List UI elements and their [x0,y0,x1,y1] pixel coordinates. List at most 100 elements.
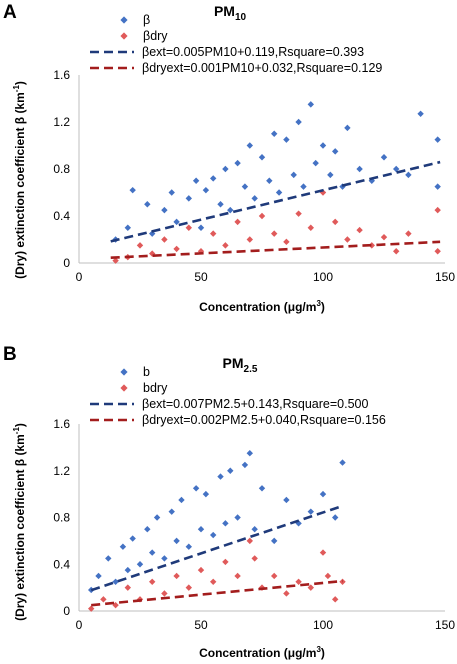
y-tick-label: 0.4 [53,557,70,571]
title-main: PM [223,355,244,371]
beta-point [185,543,192,550]
legend-label: bdry [143,381,168,395]
axes [78,424,445,612]
beta-point [105,555,112,562]
title-sub: 2.5 [244,364,258,375]
beta-dry-point [271,230,278,237]
legend-label: βext=0.005PM10+0.119,Rsquare=0.393 [142,45,364,59]
legend-marker [120,16,128,24]
ylabel-sup: -1 [12,427,21,435]
x-axis-title: Concentration (μg/m3) [199,645,325,660]
beta-point [241,461,249,469]
beta-dry-point [332,596,339,603]
beta-dry-point [149,578,156,585]
legend-label: b [143,365,150,379]
beta-point [210,531,217,539]
beta-point [290,171,297,179]
x-tick-label: 50 [194,618,208,632]
legend-marker [120,32,128,40]
beta-dry-point [405,230,412,237]
beta-point [271,537,278,545]
x-axis-title: Concentration (μg/m3) [199,299,325,314]
beta-point [300,183,307,190]
beta-point [234,514,241,521]
beta-point [319,142,327,149]
beta-dry-point [307,584,314,591]
plot-marks [88,450,346,612]
trendline [90,504,343,592]
beta-point [227,467,234,474]
beta-point [217,473,224,480]
beta-point [434,136,441,143]
beta-point [241,183,249,190]
beta-point [283,496,290,504]
legend-label: βdry [143,29,168,43]
panel-letter: A [3,2,17,23]
beta-dry-point [295,210,302,217]
beta-point [283,136,290,143]
beta-point [327,171,334,179]
beta-dry-point [246,236,253,243]
beta-dry-point [210,578,217,585]
y-tick-label: 0 [63,604,70,618]
ylabel-main: (Dry) extinction coefficient β (km [13,92,27,279]
title-sub: 10 [235,12,247,23]
beta-point [124,224,131,231]
beta-point [124,566,131,574]
ylabel-sup: -1 [12,85,21,93]
beta-point [192,177,200,184]
plot-marks [110,101,441,264]
chart-title: PM10 [214,3,247,23]
beta-point [168,508,175,515]
beta-point [319,490,327,498]
xlabel-end: ) [321,300,325,314]
beta-dry-point [112,257,119,264]
beta-point [251,525,258,533]
y-tick-label: 1.2 [53,464,70,478]
chart-title: PM2.5 [223,355,258,375]
legend-label: βdryext=0.001PM10+0.032,Rsquare=0.129 [142,61,382,75]
beta-point [173,537,180,545]
beta-dry-point [161,236,168,243]
y-axis-title: (Dry) extinction coefficient β (km-1) [12,423,27,621]
chart-panel-a: A PM10 (Dry) extinction coefficient β (k… [3,2,455,314]
beta-point [119,543,127,550]
beta-dry-point [246,537,253,545]
beta-point [339,459,346,466]
y-tick-label: 0.4 [53,209,70,223]
beta-point [380,154,388,161]
beta-point [246,142,253,149]
y-tick-label: 1.6 [53,417,70,431]
legend-label: βdryext=0.002PM2.5+0.040,Rsquare=0.156 [142,413,386,427]
beta-point [307,508,314,515]
ylabel-end: ) [13,423,27,427]
beta-dry-point [283,590,290,597]
beta-dry-point [271,572,278,580]
beta-dry-point [100,596,107,603]
legend-label: βext=0.007PM2.5+0.143,Rsquare=0.500 [142,397,369,411]
beta-dry-point [380,233,388,241]
beta-dry-point [222,558,229,566]
y-axis-title: (Dry) extinction coefficient β (km-1) [12,81,27,279]
beta-point [161,555,168,562]
x-tick-label: 100 [313,618,333,632]
x-tick-label: 0 [76,618,83,632]
xlabel-main: Concentration (μg/m [199,646,316,660]
beta-dry-point [185,584,192,591]
beta-point [393,165,400,173]
beta-point [266,177,273,184]
beta-point [222,165,229,173]
trendline [110,160,441,243]
beta-dry-point [88,605,95,612]
beta-point [275,189,283,196]
beta-dry-point [161,590,168,597]
beta-dry-point [251,555,258,562]
beta-point [312,159,319,167]
beta-dry-point [324,572,332,580]
y-tick-label: 0.8 [53,162,70,176]
legend: b bdry βext=0.007PM2.5+0.143,Rsquare=0.500… [90,365,386,427]
legend-marker [120,384,128,392]
beta-point [217,201,224,208]
beta-dry-point [197,248,205,255]
